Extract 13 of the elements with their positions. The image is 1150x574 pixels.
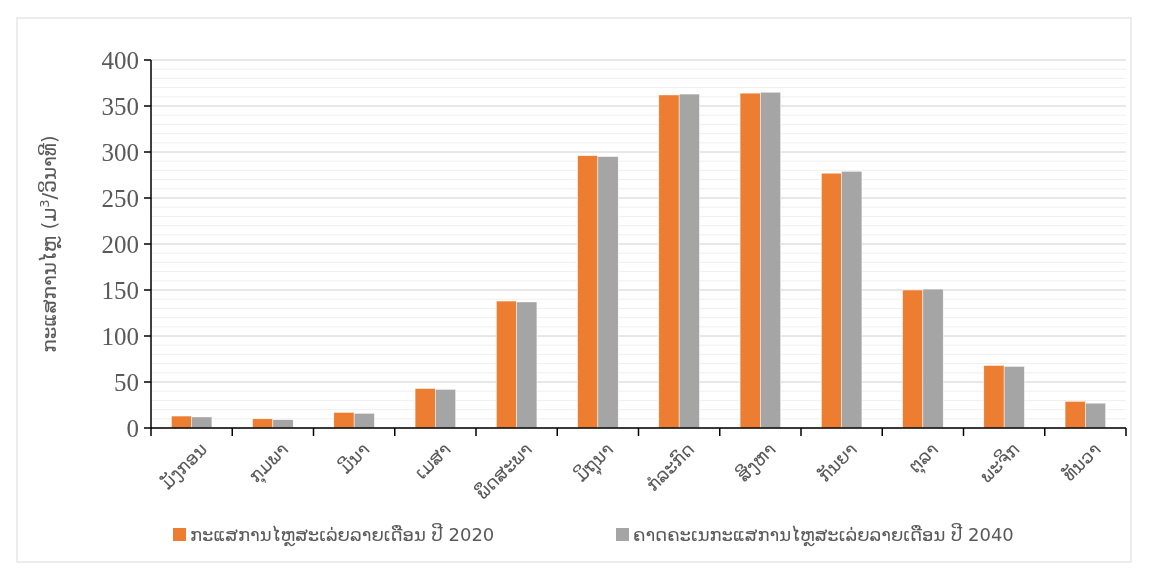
- y-tick-label: 150: [101, 276, 139, 304]
- y-tick-label: 300: [101, 138, 139, 166]
- y-tick-label: 400: [101, 46, 139, 74]
- y-tick-label: 50: [114, 368, 139, 396]
- y-tick-label: 250: [101, 184, 139, 212]
- y-tick-label: 100: [101, 322, 139, 350]
- x-tick-label: ຕຸລາ: [904, 438, 945, 479]
- legend-label: ຄາດຄະເນກະແສການໄຫຼສະເລ່ຍລາຍເດືອນ ປີ 2040: [633, 523, 1014, 548]
- y-tick-label: 200: [101, 230, 139, 258]
- y-tick-label: 350: [101, 92, 139, 120]
- x-tick-label: ມີນາ: [334, 438, 374, 478]
- legend-label: ກະແສການໄຫຼສະເລ່ຍລາຍເດືອນ ປີ 2020: [190, 523, 495, 548]
- y-tick-label: 0: [126, 414, 139, 442]
